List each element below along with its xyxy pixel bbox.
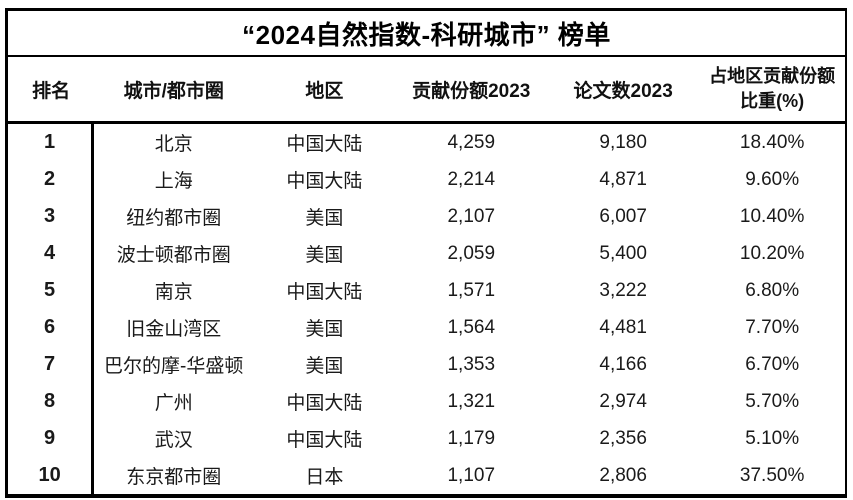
- table-row: 8 广州 中国大陆 1,321 2,974 5.70%: [8, 383, 845, 420]
- region-cell: 美国: [305, 245, 344, 266]
- share-cell: 1,564: [447, 316, 496, 338]
- papers-cell: 2,356: [599, 427, 647, 449]
- region-cell: 中国大陆: [286, 393, 363, 414]
- papers-cell: 6,007: [599, 205, 647, 227]
- rank-cell: 5: [8, 272, 95, 309]
- region-cell: 美国: [305, 356, 344, 377]
- city-cell: 北京: [154, 134, 193, 155]
- percent-cell: 10.40%: [739, 205, 805, 227]
- rank-cell: 9: [8, 420, 95, 457]
- header-region: 地区: [305, 80, 344, 102]
- header-rank: 排名: [32, 80, 71, 102]
- rank-cell: 7: [8, 346, 95, 383]
- table-row: 7 巴尔的摩-华盛顿 美国 1,353 4,166 6.70%: [8, 346, 845, 383]
- city-cell: 上海: [154, 171, 193, 192]
- city-cell: 南京: [154, 282, 193, 303]
- header-percent: 占地区贡献份额 比重(%): [709, 65, 836, 111]
- table-row: 4 波士顿都市圈 美国 2,059 5,400 10.20%: [8, 235, 845, 272]
- percent-cell: 5.10%: [745, 427, 800, 449]
- region-cell: 美国: [305, 319, 344, 340]
- rank-cell: 6: [8, 309, 95, 346]
- header-share: 贡献份额2023: [412, 80, 531, 102]
- city-cell: 纽约都市圈: [126, 208, 222, 229]
- table-row: 3 纽约都市圈 美国 2,107 6,007 10.40%: [8, 198, 845, 235]
- share-cell: 1,107: [447, 464, 496, 486]
- city-cell: 广州: [154, 393, 193, 414]
- rank-cell: 3: [8, 198, 95, 235]
- share-cell: 1,353: [447, 353, 496, 375]
- papers-cell: 2,974: [599, 390, 647, 412]
- table-row: 1 北京 中国大陆 4,259 9,180 18.40%: [8, 124, 845, 161]
- region-cell: 美国: [305, 208, 344, 229]
- percent-cell: 6.80%: [745, 279, 800, 301]
- city-cell: 波士顿都市圈: [116, 245, 231, 266]
- table-row: 2 上海 中国大陆 2,214 4,871 9.60%: [8, 161, 845, 198]
- header-city: 城市/都市圈: [123, 80, 224, 102]
- papers-cell: 3,222: [599, 279, 647, 301]
- table-row: 9 武汉 中国大陆 1,179 2,356 5.10%: [8, 420, 845, 457]
- region-cell: 中国大陆: [286, 134, 363, 155]
- share-cell: 2,214: [447, 168, 496, 190]
- rank-cell: 1: [8, 124, 95, 161]
- papers-cell: 4,166: [599, 353, 647, 375]
- percent-cell: 37.50%: [739, 464, 805, 486]
- papers-cell: 5,400: [599, 242, 647, 264]
- share-cell: 4,259: [447, 131, 496, 153]
- rank-cell: 10: [8, 457, 95, 494]
- percent-cell: 18.40%: [739, 131, 805, 153]
- papers-cell: 4,871: [599, 168, 647, 190]
- share-cell: 1,321: [447, 390, 496, 412]
- table-title: “2024自然指数-科研城市” 榜单: [8, 11, 845, 57]
- city-cell: 武汉: [154, 430, 193, 451]
- percent-cell: 7.70%: [745, 316, 800, 338]
- city-cell: 巴尔的摩-华盛顿: [104, 356, 244, 377]
- region-cell: 中国大陆: [286, 282, 363, 303]
- table-body: 1 北京 中国大陆 4,259 9,180 18.40% 2 上海 中国大陆 2…: [8, 124, 845, 494]
- table-header-row: 排名 城市/都市圈 地区 贡献份额2023 论文数2023 占地区贡献份额 比重…: [8, 57, 845, 124]
- percent-cell: 9.60%: [745, 168, 800, 190]
- table-row: 10 东京都市圈 日本 1,107 2,806 37.50%: [8, 457, 845, 494]
- table-row: 6 旧金山湾区 美国 1,564 4,481 7.70%: [8, 309, 845, 346]
- table-row: 5 南京 中国大陆 1,571 3,222 6.80%: [8, 272, 845, 309]
- share-cell: 2,059: [447, 242, 496, 264]
- percent-cell: 6.70%: [745, 353, 800, 375]
- region-cell: 中国大陆: [286, 171, 363, 192]
- rank-cell: 2: [8, 161, 95, 198]
- percent-cell: 5.70%: [745, 390, 800, 412]
- rank-cell: 8: [8, 383, 95, 420]
- papers-cell: 9,180: [599, 131, 647, 153]
- share-cell: 2,107: [447, 205, 496, 227]
- papers-cell: 2,806: [599, 464, 647, 486]
- ranking-table: “2024自然指数-科研城市” 榜单 排名 城市/都市圈 地区 贡献份额2023…: [5, 8, 847, 498]
- share-cell: 1,571: [447, 279, 496, 301]
- header-papers: 论文数2023: [573, 80, 673, 102]
- region-cell: 中国大陆: [286, 430, 363, 451]
- rank-cell: 4: [8, 235, 95, 272]
- city-cell: 旧金山湾区: [126, 319, 222, 340]
- papers-cell: 4,481: [599, 316, 647, 338]
- percent-cell: 10.20%: [739, 242, 805, 264]
- city-cell: 东京都市圈: [126, 467, 222, 488]
- share-cell: 1,179: [447, 427, 496, 449]
- region-cell: 日本: [305, 467, 344, 488]
